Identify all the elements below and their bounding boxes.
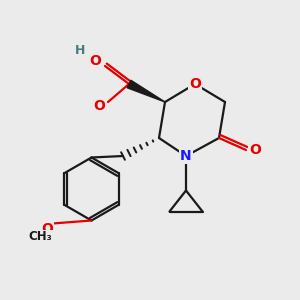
Text: O: O [41,222,53,236]
Text: H: H [75,44,85,57]
Text: O: O [249,143,261,157]
Polygon shape [127,80,165,102]
Text: N: N [180,149,192,163]
Text: O: O [89,54,101,68]
Text: CH₃: CH₃ [28,230,52,244]
Text: O: O [94,99,106,112]
Text: O: O [189,77,201,91]
